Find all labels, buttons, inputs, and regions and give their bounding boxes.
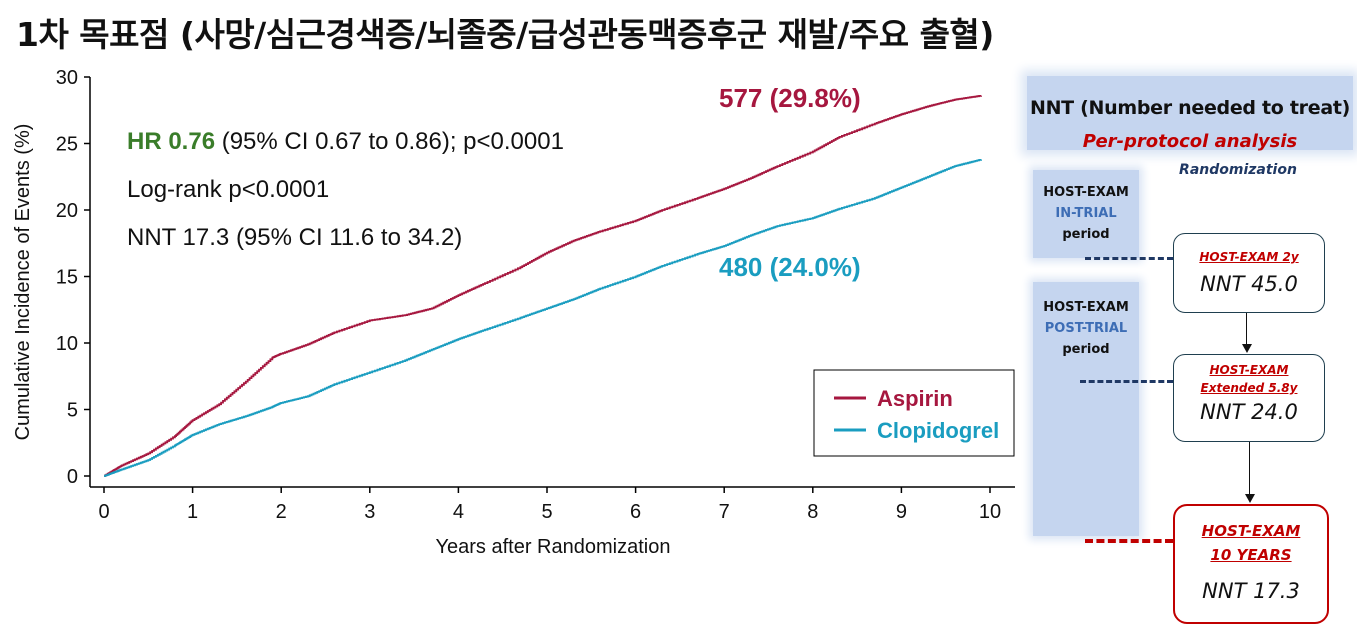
legend-box (813, 369, 1015, 457)
in-trial-period-band (1033, 170, 1139, 258)
x-tick-label: 1 (187, 501, 198, 523)
randomization-label: Randomization (1179, 162, 1297, 178)
y-tick-label: 0 (67, 466, 78, 488)
nnt-header-background (1027, 76, 1353, 150)
x-tick-label: 8 (807, 501, 818, 523)
chart-axes: 0 5 10 15 20 25 30 0 1 2 3 4 5 6 7 8 9 10 Years after Rand… (12, 67, 1015, 558)
arrow-line-1 (1246, 313, 1247, 345)
post-trial-period-band (1033, 282, 1139, 536)
arrow-line-2 (1249, 442, 1250, 495)
arrow-down-icon (1242, 344, 1252, 353)
per-protocol-label: Per-protocol analysis (1082, 131, 1298, 152)
page-title: 1차 목표점 (사망/심근경색증/뇌졸중/급성관동맥증후군 재발/주요 출혈) (16, 15, 994, 54)
legend-label-aspirin: Aspirin (877, 386, 953, 411)
post-trial-period-label: HOST-EXAM POST-TRIAL period (1043, 300, 1129, 357)
x-tick-label: 0 (98, 501, 109, 523)
hazard-ratio-ci: (95% CI 0.67 to 0.86); p<0.0001 (215, 128, 564, 155)
series-line-aspirin (104, 95, 982, 477)
aspirin-end-label: 577 (29.8%) (719, 83, 861, 113)
x-tick-label: 7 (719, 501, 730, 523)
chart-labels: 577 (29.8%) 480 (24.0%) HR 0.76 (95% CI 0.… (127, 83, 861, 282)
y-tick-label: 5 (67, 400, 78, 422)
nnt-box-5-8y: HOST-EXAM Extended 5.8y NNT 24.0 (1173, 354, 1325, 442)
hazard-ratio-text: HR 0.76 (95% CI 0.67 to 0.86); p<0.0001 (127, 128, 564, 155)
series-line-clopidogrel (104, 159, 982, 477)
x-tick-label: 2 (276, 501, 287, 523)
clopidogrel-end-label: 480 (24.0%) (719, 252, 861, 282)
chart-lines (104, 95, 982, 477)
hazard-ratio-value: HR 0.76 (127, 128, 215, 155)
y-tick-label: 15 (56, 267, 78, 289)
x-tick-label: 4 (453, 501, 464, 523)
x-tick-label: 6 (630, 501, 641, 523)
dashed-connector-2 (1080, 380, 1173, 383)
x-tick-label: 10 (979, 501, 1001, 523)
x-axis-label: Years after Randomization (436, 536, 671, 558)
x-tick-label: 3 (364, 501, 375, 523)
y-tick-label: 10 (56, 333, 78, 355)
in-trial-period-label: HOST-EXAM IN-TRIAL period (1043, 185, 1129, 242)
nnt-title: NNT (Number needed to treat) (1029, 97, 1351, 119)
x-tick-label: 5 (541, 501, 552, 523)
chart-legend: Aspirin Clopidogrel (813, 369, 1015, 457)
x-tick-label: 9 (896, 501, 907, 523)
kaplan-meier-chart: 0 5 10 15 20 25 30 0 1 2 3 4 5 6 7 8 9 10 Years after Rand… (12, 67, 1015, 558)
y-tick-label: 30 (56, 67, 78, 89)
nnt-box-10y: HOST-EXAM 10 YEARS NNT 17.3 (1173, 504, 1329, 624)
dashed-connector-1 (1085, 257, 1173, 260)
legend-label-clopidogrel: Clopidogrel (877, 418, 999, 443)
arrow-down-icon (1245, 494, 1255, 503)
nnt-text: NNT 17.3 (95% CI 11.6 to 34.2) (127, 224, 462, 251)
nnt-box-2y: HOST-EXAM 2y NNT 45.0 (1173, 233, 1325, 313)
y-axis-label: Cumulative Incidence of Events (%) (12, 124, 34, 441)
dashed-connector-3 (1085, 539, 1173, 543)
y-tick-label: 25 (56, 134, 78, 156)
logrank-text: Log-rank p<0.0001 (127, 176, 329, 203)
y-tick-label: 20 (56, 200, 78, 222)
